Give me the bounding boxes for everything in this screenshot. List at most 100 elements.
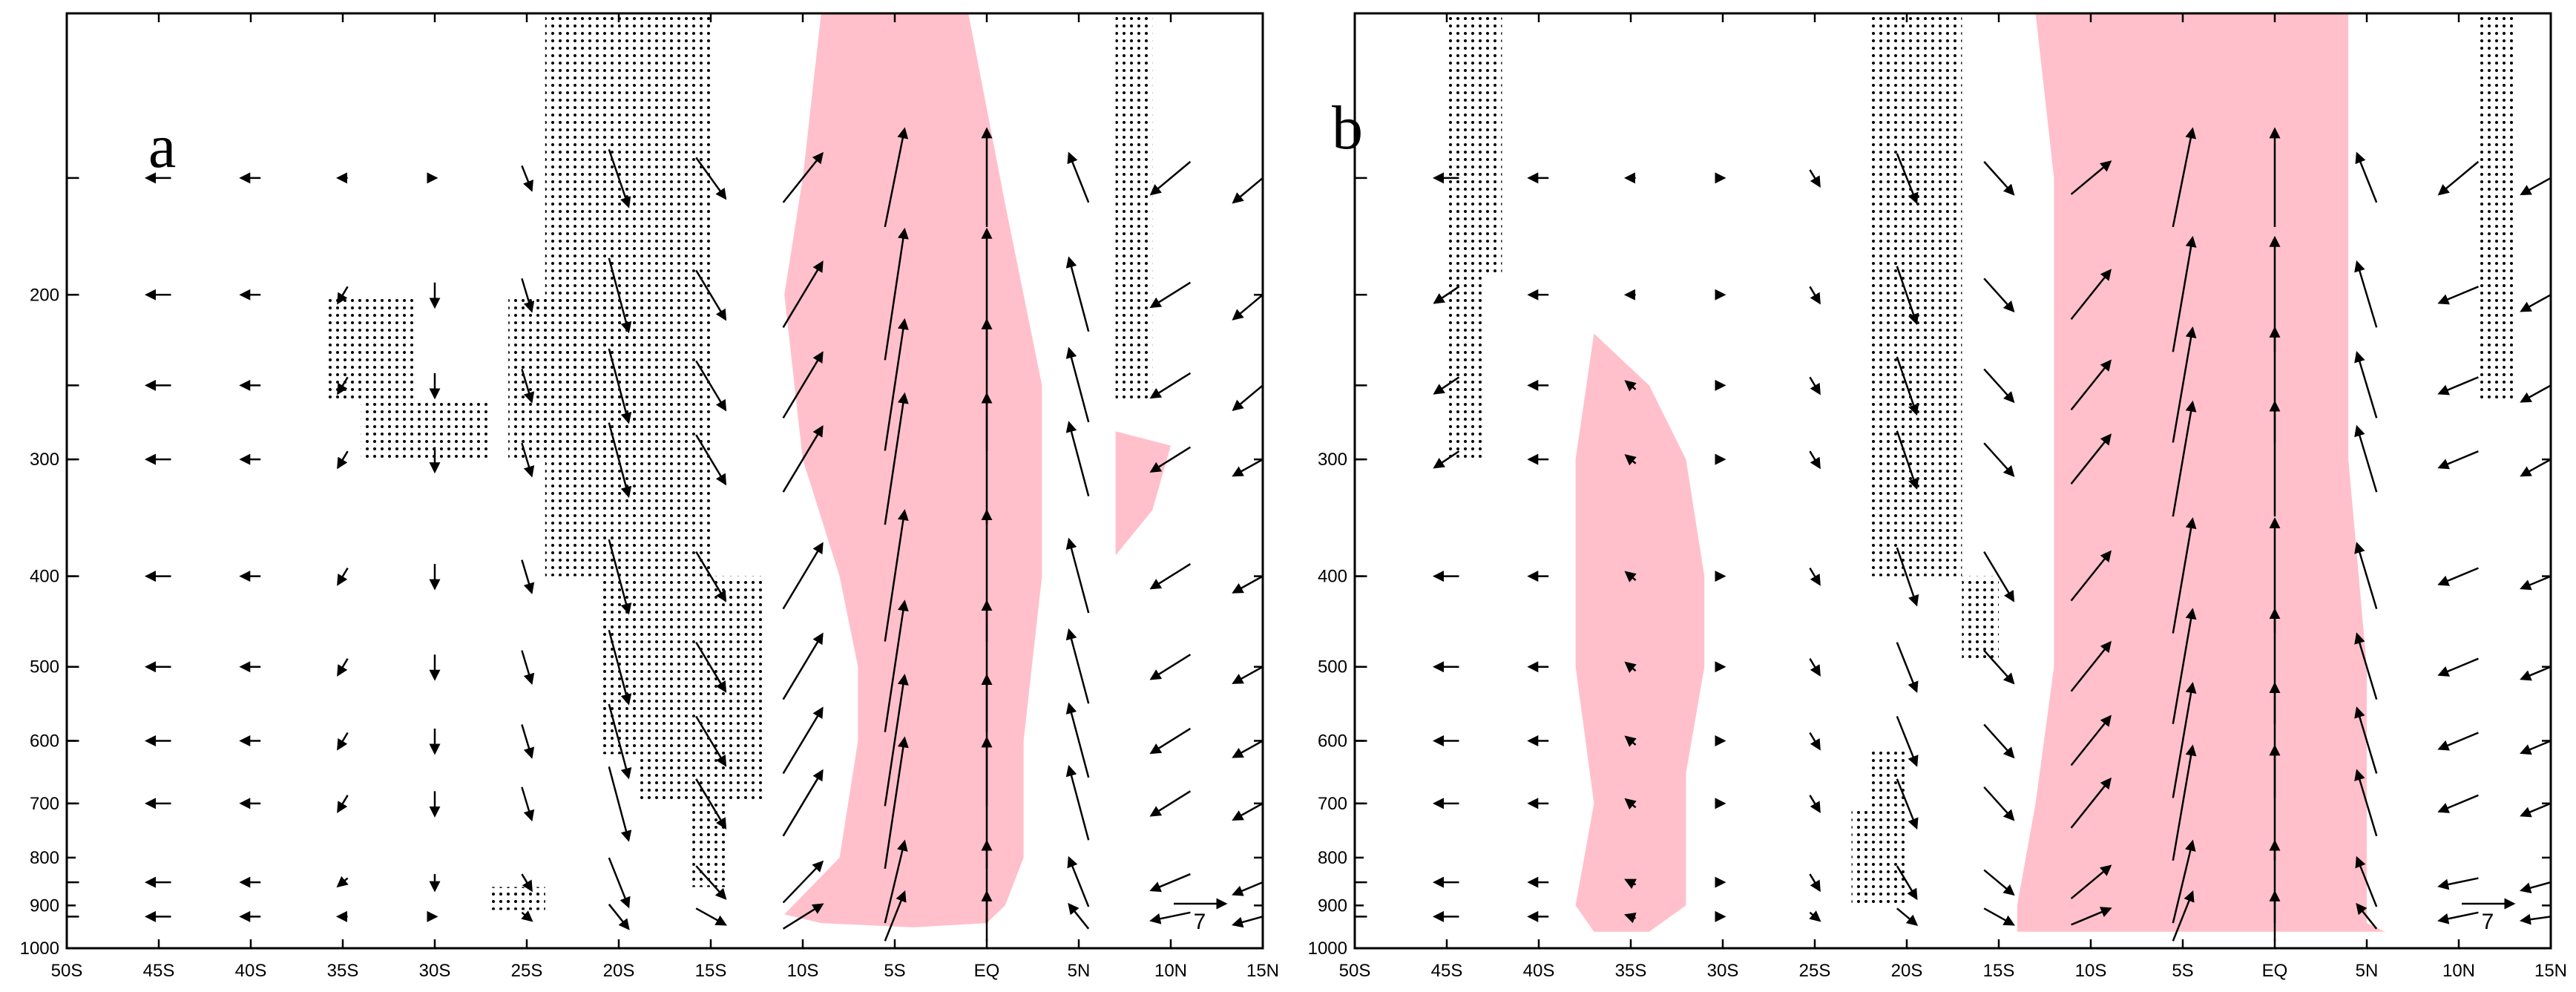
y-tick-label: 200	[30, 285, 59, 305]
wind-vector	[695, 907, 727, 926]
x-tick-label: 10N	[2442, 961, 2475, 981]
wind-vector	[2354, 424, 2378, 493]
wind-vector	[1067, 855, 1090, 907]
wind-vector	[2437, 794, 2479, 813]
stipple-region-2	[361, 401, 490, 460]
panel-a: a 50S 45S 40S 35S 30S 25S 20S 15S 10S 5S EQ 5N 10N 15…	[20, 12, 1279, 981]
stipple-region-6	[637, 754, 766, 804]
wind-vector	[2520, 666, 2551, 681]
wind-vector	[521, 442, 535, 478]
wind-vector	[1624, 798, 1637, 810]
wind-vector	[2520, 177, 2551, 196]
x-tick-label: 10S	[787, 961, 819, 981]
wind-vector	[1067, 151, 1090, 203]
wind-vector	[1624, 735, 1637, 747]
wind-vector	[2172, 127, 2197, 228]
wind-vector	[608, 348, 632, 424]
wind-vector	[337, 658, 349, 677]
wind-vector	[2520, 802, 2551, 818]
stipple-region-8	[490, 887, 545, 910]
wind-vector	[2070, 715, 2112, 766]
wind-vector	[1149, 372, 1192, 399]
y-tick-label: 500	[1318, 657, 1347, 677]
wind-vector	[1983, 907, 2015, 926]
wind-vector	[2437, 376, 2479, 395]
wind-vector	[782, 903, 824, 930]
wind-vector	[608, 703, 632, 780]
wind-vector	[1809, 732, 1821, 751]
wind-vector	[884, 392, 909, 525]
wind-vector	[521, 873, 533, 893]
x-tick-label: 35S	[327, 961, 359, 981]
wind-vector	[782, 425, 824, 493]
wind-vector	[1065, 764, 1090, 841]
wind-vector	[337, 795, 349, 813]
wind-vector	[1232, 384, 1263, 412]
wind-vector	[2172, 839, 2196, 924]
wind-vector	[1065, 421, 1090, 496]
wind-vector	[782, 769, 824, 837]
wind-vector	[1809, 450, 1821, 470]
wind-vector	[1624, 571, 1637, 582]
wind-vector	[2071, 907, 2112, 926]
wind-vector	[2070, 269, 2112, 321]
wind-vector	[2070, 359, 2112, 411]
wind-vector	[336, 876, 349, 888]
stipple-region-7	[692, 803, 729, 887]
x-tick-label: 15N	[2534, 961, 2567, 981]
x-tick-label: 5S	[884, 961, 905, 981]
x-tick-label: 5N	[2356, 961, 2379, 981]
y-tick-label: 300	[1318, 450, 1347, 470]
wind-vector	[337, 286, 349, 305]
x-tick-label: 45S	[143, 961, 175, 981]
wind-vector	[1896, 778, 1919, 830]
wind-vector	[2520, 458, 2551, 477]
y-tick-label: 900	[1318, 896, 1347, 916]
wind-vector	[1433, 450, 1460, 469]
wind-vector	[695, 360, 727, 412]
wind-vector	[2356, 902, 2378, 930]
y-tick-label: 400	[30, 567, 59, 587]
wind-vector	[1232, 802, 1263, 821]
stipple-region-1	[1447, 13, 1502, 275]
wind-vector	[1065, 702, 1090, 778]
wind-vector	[695, 642, 727, 693]
wind-vector	[1624, 380, 1637, 392]
wind-vector	[521, 369, 535, 404]
y-tick-label: 600	[30, 731, 59, 751]
y-tick-label: 400	[1318, 567, 1347, 587]
wind-vector	[1809, 567, 1821, 586]
wind-vector	[2437, 657, 2479, 677]
wind-vector	[1809, 658, 1821, 677]
stipple-region-4	[545, 13, 711, 577]
y-tick-label: 300	[30, 450, 59, 470]
wind-vector	[695, 778, 727, 830]
wind-vector	[337, 567, 349, 586]
wind-vector	[1983, 551, 2015, 602]
wind-vector	[2172, 608, 2197, 724]
wind-vector	[1809, 376, 1821, 395]
wind-vector	[2437, 877, 2479, 890]
x-tick-label: 30S	[419, 961, 451, 981]
wind-vector	[1232, 458, 1263, 477]
shaded-region-1	[784, 13, 1042, 927]
wind-vector	[695, 269, 727, 321]
wind-vector	[1232, 881, 1263, 896]
shaded-region-2	[2017, 13, 2385, 932]
y-tick-label: 1000	[20, 939, 59, 959]
wind-vector	[2354, 260, 2378, 328]
wind-vector	[884, 890, 907, 942]
wind-vector	[884, 736, 909, 870]
wind-vector	[2172, 517, 2197, 634]
wind-vector	[337, 450, 349, 470]
wind-vector	[1068, 902, 1090, 930]
wind-vector	[1983, 368, 2015, 404]
shaded-region-1	[1575, 333, 1705, 932]
wind-vector	[1149, 873, 1191, 893]
wind-vector	[1896, 356, 1919, 416]
reference-vector-label: 7	[1194, 910, 1206, 934]
wind-vector	[2520, 293, 2551, 312]
wind-vector	[884, 227, 909, 361]
x-tick-label: EQ	[2262, 961, 2288, 981]
wind-vector	[884, 839, 908, 924]
